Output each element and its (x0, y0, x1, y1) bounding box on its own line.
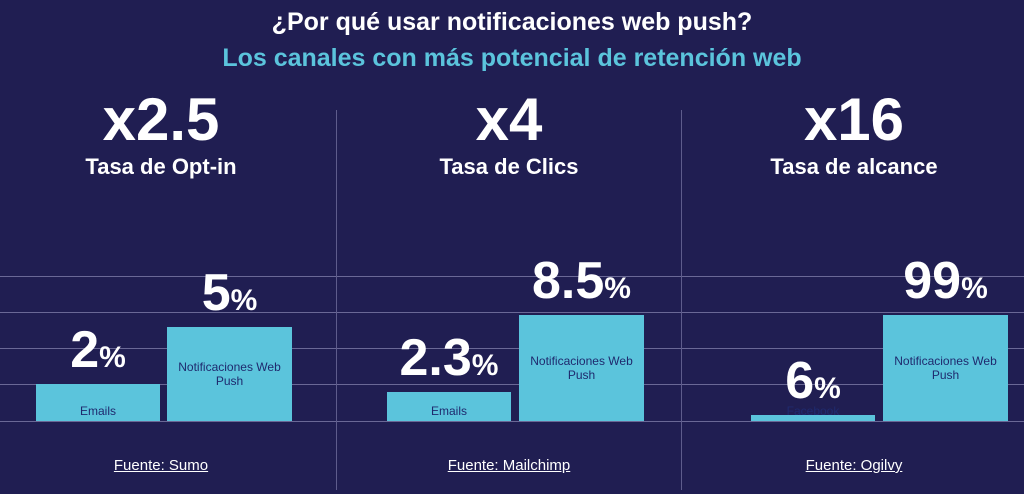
bar (387, 392, 511, 421)
gridline (0, 421, 1024, 422)
bar-category-label: Notificaciones Web Push (530, 354, 633, 382)
source-link[interactable]: Fuente: Mailchimp (447, 457, 571, 474)
chart-subtitle: Los canales con más potencial de retenci… (222, 44, 802, 72)
bar-category-label: Notificaciones Web Push (178, 360, 281, 388)
multiplier-value: x4 (475, 86, 543, 153)
panel-divider (336, 110, 337, 490)
multiplier-value: x16 (803, 86, 905, 153)
value-number: 2 (70, 321, 100, 379)
bar (36, 384, 160, 421)
value-number: 2.3 (399, 329, 472, 387)
value-unit: % (99, 341, 126, 374)
bar-value-label: 6% (731, 353, 895, 417)
gridline (0, 384, 1024, 385)
value-number: 5 (201, 264, 231, 322)
metric-title: Tasa de Opt-in (85, 154, 237, 179)
bar-value-label: 99% (863, 253, 1024, 317)
value-unit: % (961, 272, 988, 305)
value-number: 99 (903, 252, 962, 310)
value-number: 8.5 (532, 252, 605, 310)
value-unit: % (604, 272, 631, 305)
panel-divider (681, 110, 682, 490)
gridline (0, 348, 1024, 349)
metric-title: Tasa de Clics (439, 154, 579, 179)
bar-category-label: Facebook (786, 404, 840, 418)
gridline (0, 312, 1024, 313)
chart-title: ¿Por qué usar notificaciones web push? (271, 8, 753, 36)
bar (519, 315, 644, 421)
metric-title: Tasa de alcance (770, 154, 938, 179)
value-number: 6 (785, 352, 815, 410)
bar-value-label: 8.5% (499, 253, 664, 317)
bar (883, 315, 1008, 421)
bar-category-label: Notificaciones Web Push (894, 354, 997, 382)
multiplier-value: x2.5 (102, 86, 220, 153)
value-unit: % (230, 284, 258, 317)
bar (167, 327, 292, 421)
source-link[interactable]: Fuente: Ogilvy (805, 457, 903, 474)
bar-value-label: 5% (147, 265, 312, 329)
gridline (0, 276, 1024, 277)
value-unit: % (814, 372, 841, 405)
bar-category-label: Emails (430, 404, 467, 418)
bar (751, 415, 875, 421)
bar-value-label: 2.3% (367, 330, 531, 394)
bar-category-label: Emails (79, 404, 116, 418)
bar-value-label: 2% (16, 322, 180, 386)
source-link[interactable]: Fuente: Sumo (113, 457, 209, 474)
value-unit: % (471, 349, 499, 382)
